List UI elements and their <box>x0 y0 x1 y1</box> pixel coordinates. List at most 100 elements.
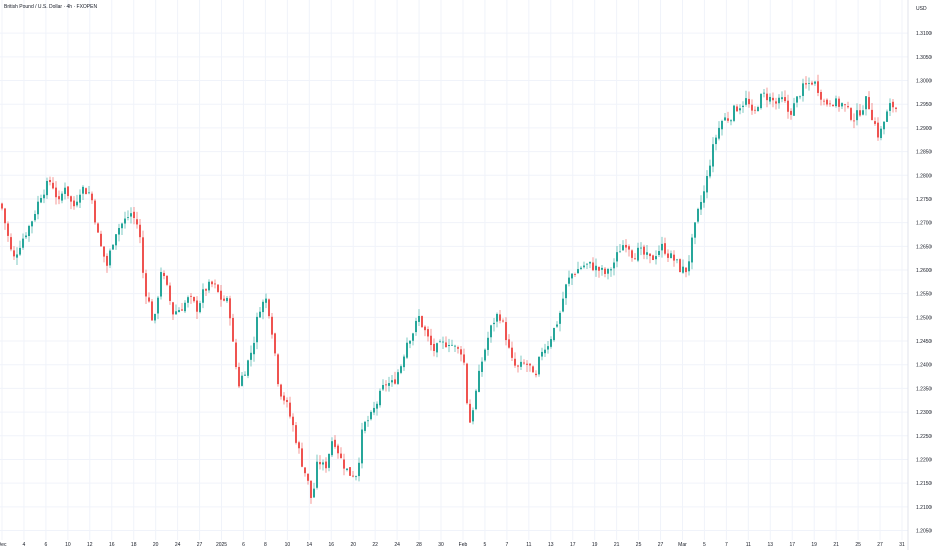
candle-body <box>355 476 357 478</box>
candle-body <box>346 468 348 471</box>
candle-body <box>301 448 303 467</box>
candle-body <box>874 121 876 124</box>
candle-body <box>253 342 255 355</box>
price-tick-label: 1.21500 <box>916 481 932 487</box>
candle-body <box>349 467 351 476</box>
candle-body <box>235 342 237 368</box>
candle-body <box>151 301 153 321</box>
time-tick-label: 27 <box>197 542 203 548</box>
candle-body <box>760 93 762 109</box>
time-tick-label: 19 <box>592 542 598 548</box>
candle-body <box>46 180 48 196</box>
candle-body <box>361 429 363 464</box>
candle-body <box>499 314 501 321</box>
candle-body <box>667 253 669 258</box>
candle-body <box>133 211 135 219</box>
candle-body <box>190 295 192 297</box>
candle-body <box>274 333 276 354</box>
candle-body <box>391 380 393 383</box>
candle-body <box>514 358 516 366</box>
candle-body <box>154 313 156 321</box>
time-tick-label: 27 <box>658 542 664 548</box>
price-axis[interactable]: 1.31000 1.30500 1.30000 1.29500 1.29000 1.285… <box>916 31 932 534</box>
candle-body <box>727 118 729 121</box>
candle-body <box>706 176 708 193</box>
time-tick-label: 30 <box>438 542 444 548</box>
candle-body <box>181 309 183 311</box>
candle-body <box>721 120 723 130</box>
candle-body <box>862 110 864 115</box>
candle-body <box>748 98 750 105</box>
candle-body <box>739 108 741 111</box>
candle-body <box>283 395 285 401</box>
candle-body <box>775 101 777 104</box>
candle-body <box>865 96 867 110</box>
candle-body <box>463 354 465 363</box>
candle-body <box>805 83 807 85</box>
time-tick-label: 20 <box>153 542 159 548</box>
candle-body <box>16 254 18 258</box>
candle-body <box>640 247 642 249</box>
candle-body <box>418 315 420 322</box>
candle-body <box>700 201 702 210</box>
time-tick-label: 24 <box>394 542 400 548</box>
candle-body <box>118 227 120 235</box>
price-tick-label: 1.26000 <box>916 268 932 274</box>
candle-body <box>457 347 459 349</box>
candle-body <box>166 275 168 285</box>
candle-body <box>106 255 108 266</box>
candle-body <box>205 289 207 291</box>
candle-body <box>4 208 6 224</box>
candle-body <box>886 111 888 122</box>
time-axis[interactable]: Dec 4 6 10 12 16 18 20 24 27 2025 6 8 10 14 16 20 22 24 28 3… <box>0 542 905 548</box>
candle-body <box>649 253 651 257</box>
candle-body <box>340 453 342 459</box>
candle-body <box>523 362 525 364</box>
candle-body <box>49 179 51 183</box>
candle-body <box>157 297 159 314</box>
candle-body <box>526 363 528 365</box>
candle-body <box>61 193 63 201</box>
candle-body <box>316 461 318 488</box>
candle-body <box>628 246 630 250</box>
time-tick-label: 21 <box>833 542 839 548</box>
candle-body <box>769 96 771 102</box>
candle-body <box>790 110 792 115</box>
time-tick-label: 16 <box>109 542 115 548</box>
candle-body <box>613 262 615 269</box>
candle-body <box>67 186 69 197</box>
candle-body <box>40 198 42 203</box>
candle-body <box>892 101 894 108</box>
candle-body <box>427 329 429 337</box>
candle-body <box>172 302 174 315</box>
candle-body <box>292 416 294 426</box>
candle-body <box>610 269 612 271</box>
candle-body <box>694 222 696 238</box>
candle-body <box>811 82 813 85</box>
candle-body <box>745 98 747 105</box>
candle-body <box>34 213 36 221</box>
candle-body <box>10 237 12 250</box>
candle-body <box>244 374 246 376</box>
candle-body <box>265 298 267 303</box>
price-tick-label: 1.30000 <box>916 79 932 85</box>
candle-body <box>535 373 537 376</box>
candle-body <box>853 120 855 122</box>
candle-body <box>817 81 819 93</box>
candle-body <box>343 459 345 469</box>
candle-body <box>544 349 546 354</box>
candle-body <box>415 320 417 333</box>
candle-body <box>577 269 579 274</box>
candle-body <box>367 420 369 422</box>
candle-body <box>511 347 513 358</box>
candle-body <box>691 237 693 263</box>
price-tick-label: 1.25500 <box>916 292 932 298</box>
candle-body <box>757 107 759 112</box>
price-tick-label: 1.29500 <box>916 102 932 108</box>
time-tick-label: 17 <box>789 542 795 548</box>
time-tick-label: 5 <box>703 542 706 548</box>
candle-body <box>199 303 201 313</box>
candle-body <box>307 473 309 481</box>
